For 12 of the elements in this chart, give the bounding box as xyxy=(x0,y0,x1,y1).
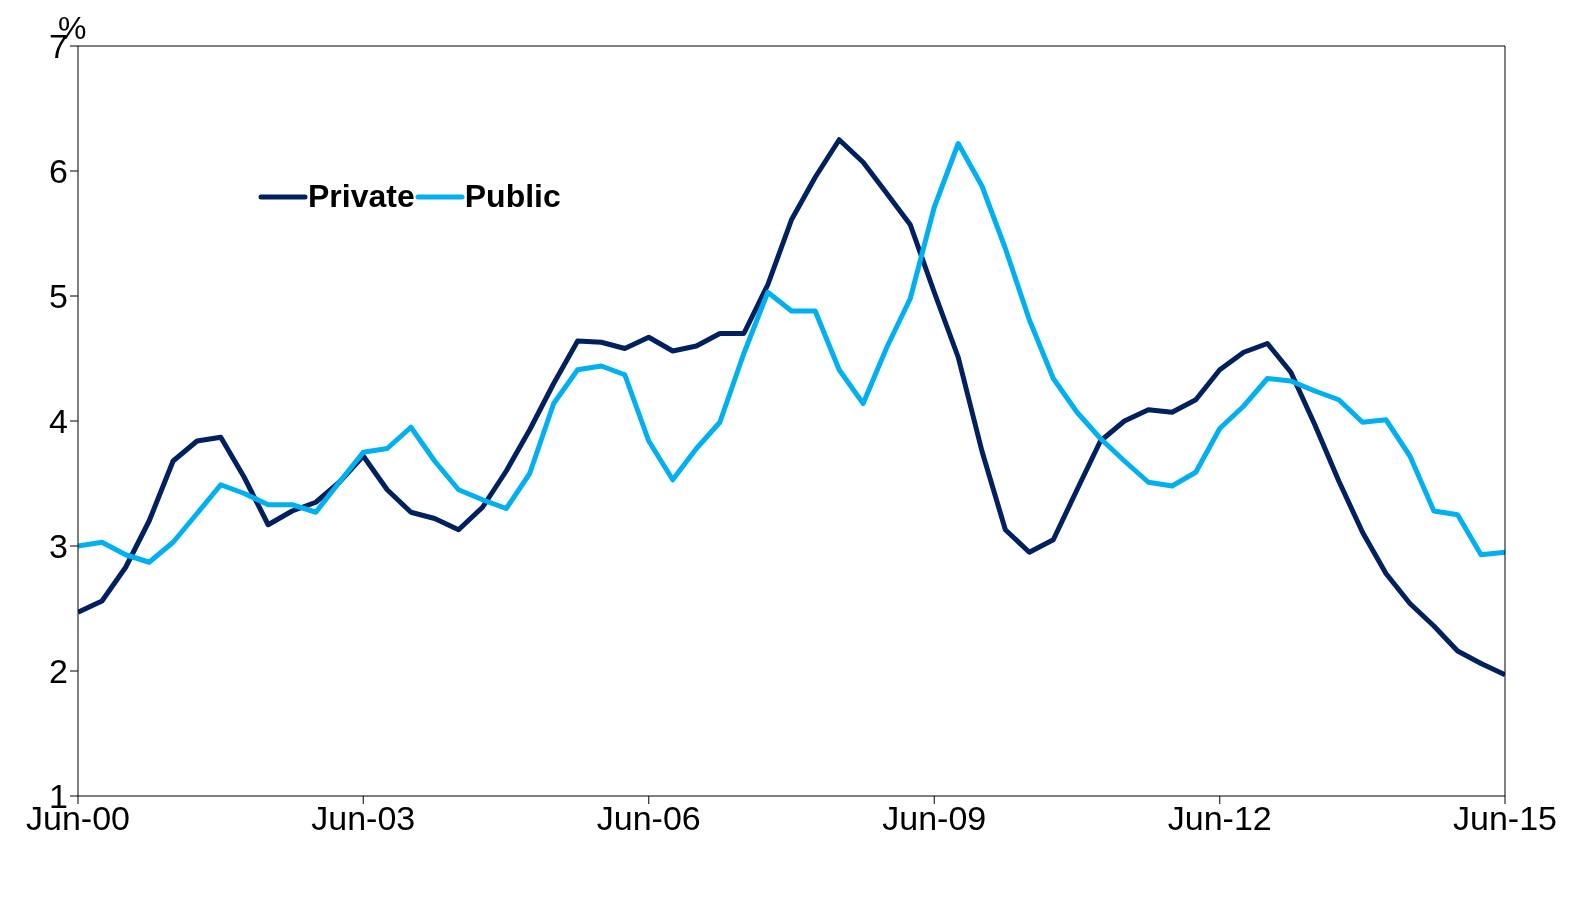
y-tick-label: 5 xyxy=(49,277,68,316)
x-tick-label: Jun-15 xyxy=(1453,799,1557,838)
legend-label: Private xyxy=(308,178,415,215)
y-tick-label: 6 xyxy=(49,152,68,191)
x-tick-label: Jun-09 xyxy=(882,799,987,838)
legend-label: Public xyxy=(464,178,561,215)
x-tick-label: Jun-06 xyxy=(596,799,701,838)
y-tick-label: 4 xyxy=(49,402,68,441)
y-tick-label: 2 xyxy=(49,652,68,691)
y-tick-label: 3 xyxy=(49,527,68,566)
x-tick-label: Jun-12 xyxy=(1167,799,1272,838)
x-tick-label: Jun-03 xyxy=(311,799,416,838)
